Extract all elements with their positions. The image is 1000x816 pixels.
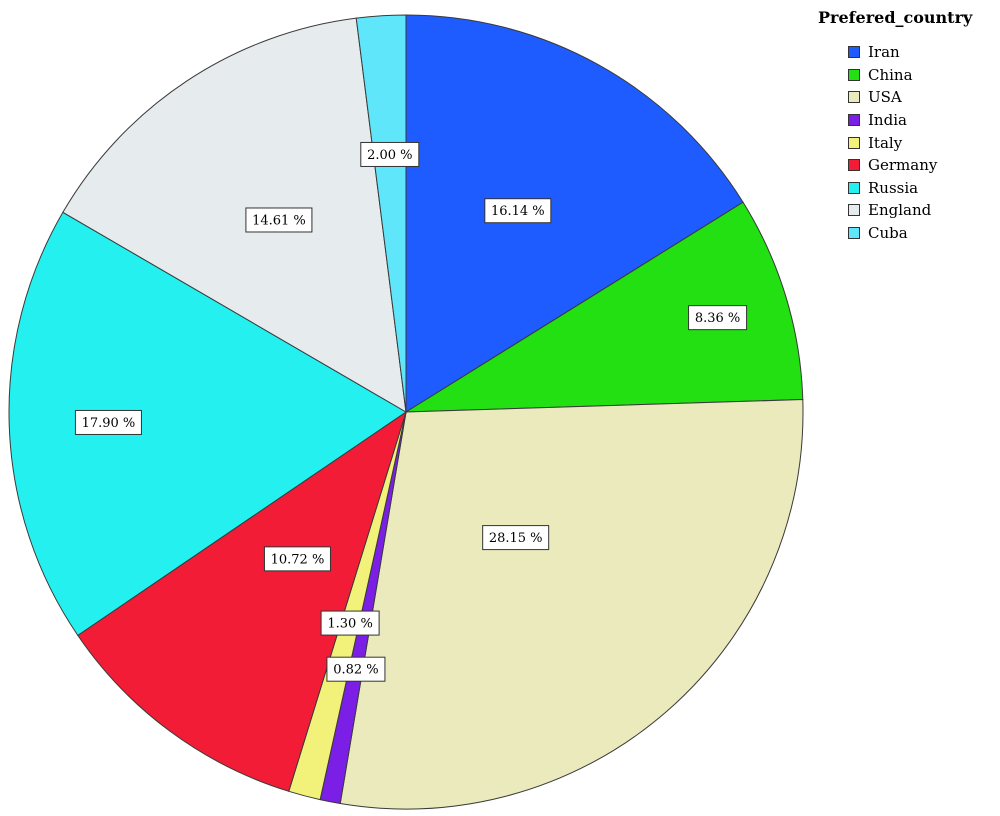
data-label-germany: 10.72 % xyxy=(263,546,331,572)
data-label-box xyxy=(482,525,550,551)
data-label-text: 17.90 % xyxy=(82,416,136,431)
legend-swatch xyxy=(848,227,860,240)
legend-item-usa: USA xyxy=(848,86,972,109)
pie-slices xyxy=(8,14,804,810)
data-label-usa: 28.15 % xyxy=(482,525,550,551)
pie-slice-cuba xyxy=(355,14,407,413)
data-label-text: 2.00 % xyxy=(367,148,412,163)
legend-item-germany: Germany xyxy=(848,154,972,177)
legend-swatch xyxy=(848,136,860,149)
pie-slice-usa xyxy=(339,399,804,810)
legend-label: USA xyxy=(868,88,902,107)
data-label-text: 0.82 % xyxy=(333,663,378,678)
legend-label: Cuba xyxy=(868,224,908,243)
legend-label: England xyxy=(868,201,932,220)
data-label-iran: 16.14 % xyxy=(484,198,552,224)
pie-slice-china xyxy=(404,201,804,413)
data-label-text: 10.72 % xyxy=(271,552,325,567)
data-label-text: 8.36 % xyxy=(695,311,740,326)
legend-swatch xyxy=(848,46,860,59)
data-label-russia: 17.90 % xyxy=(74,409,142,435)
pie-slice-germany xyxy=(77,410,407,792)
pie-data-labels: 16.14 % 8.36 % 28.15 % 0.82 % 1.30 % 10.72 % 1… xyxy=(74,141,748,682)
legend-label: Germany xyxy=(868,156,938,175)
legend-item-iran: Iran xyxy=(848,41,972,64)
data-label-box xyxy=(360,141,420,167)
pie-slice-russia xyxy=(8,211,407,637)
legend-label: Russia xyxy=(868,178,919,197)
data-label-box xyxy=(74,409,142,435)
legend-swatch xyxy=(848,68,860,81)
data-label-china: 8.36 % xyxy=(688,305,748,331)
data-label-text: 16.14 % xyxy=(491,204,545,219)
data-label-box xyxy=(688,305,748,331)
legend-title: Prefered_country xyxy=(818,8,973,27)
pie-slice-england xyxy=(62,17,407,413)
legend-item-china: China xyxy=(848,64,972,87)
data-label-text: 28.15 % xyxy=(489,531,543,546)
legend-item-italy: Italy xyxy=(848,131,972,154)
data-label-box xyxy=(484,198,552,224)
legend-item-india: India xyxy=(848,109,972,132)
legend: Prefered_country Iran China USA India Italy G… xyxy=(818,8,972,244)
data-label-text: 1.30 % xyxy=(327,617,372,632)
legend-item-russia: Russia xyxy=(848,177,972,200)
data-label-box xyxy=(326,656,386,682)
data-label-italy: 1.30 % xyxy=(320,610,380,636)
data-label-box xyxy=(320,610,380,636)
data-label-text: 14.61 % xyxy=(252,213,306,228)
legend-swatch xyxy=(848,181,860,194)
data-label-box xyxy=(245,207,313,233)
legend-item-cuba: Cuba xyxy=(848,222,972,245)
legend-items: Iran China USA India Italy Germany Russia Engla… xyxy=(818,41,972,244)
data-label-cuba: 2.00 % xyxy=(360,141,420,167)
data-label-india: 0.82 % xyxy=(326,656,386,682)
legend-label: Iran xyxy=(868,43,900,62)
legend-label: Italy xyxy=(868,133,903,152)
pie-slice-iran xyxy=(405,14,744,413)
legend-swatch xyxy=(848,159,860,172)
data-label-box xyxy=(263,546,331,572)
data-label-england: 14.61 % xyxy=(245,207,313,233)
legend-swatch xyxy=(848,204,860,217)
legend-item-england: England xyxy=(848,199,972,222)
legend-swatch xyxy=(848,91,860,104)
legend-label: India xyxy=(868,111,907,130)
legend-swatch xyxy=(848,114,860,127)
legend-label: China xyxy=(868,65,913,84)
